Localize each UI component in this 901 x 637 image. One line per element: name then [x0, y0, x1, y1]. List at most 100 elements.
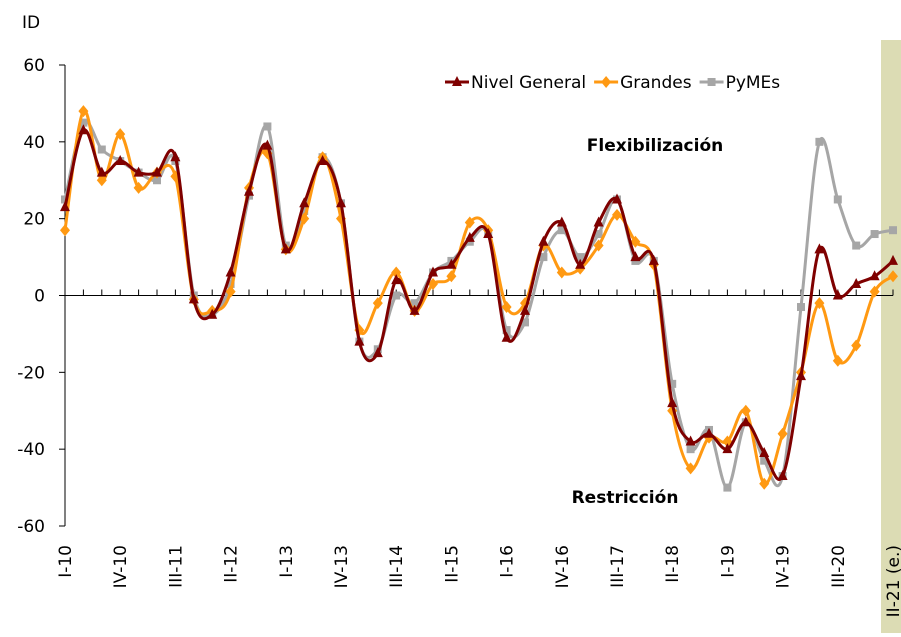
- series-line: [63, 128, 894, 481]
- marker: [391, 274, 402, 285]
- marker: [263, 122, 272, 131]
- marker: [392, 291, 401, 300]
- marker: [575, 258, 586, 269]
- marker: [851, 277, 862, 288]
- marker: [96, 166, 107, 177]
- estimate-band: [881, 40, 901, 633]
- marker: [759, 477, 770, 490]
- marker: [391, 266, 402, 279]
- y-tick-label: -20: [17, 363, 45, 383]
- marker: [244, 185, 254, 196]
- y-tick-label: -40: [17, 440, 45, 460]
- series-line: [63, 119, 894, 490]
- marker: [78, 105, 89, 118]
- x-tick-label: IV-13: [332, 545, 352, 588]
- marker: [262, 139, 273, 150]
- marker: [612, 193, 622, 204]
- marker: [777, 427, 788, 440]
- marker: [372, 347, 383, 358]
- marker: [464, 231, 475, 242]
- marker: [594, 230, 603, 239]
- marker: [520, 304, 530, 315]
- marker: [814, 243, 825, 254]
- marker: [115, 155, 126, 166]
- marker: [115, 128, 126, 141]
- x-tick-label: III-11: [166, 545, 186, 588]
- marker: [133, 166, 144, 177]
- marker: [188, 293, 199, 304]
- marker: [354, 335, 365, 346]
- marker: [686, 445, 695, 454]
- marker: [593, 239, 604, 252]
- marker: [869, 270, 880, 281]
- marker: [723, 483, 732, 492]
- marker: [78, 124, 89, 135]
- x-tick-label: IV-16: [553, 545, 573, 588]
- marker: [97, 145, 106, 154]
- legend-label: Grandes: [620, 73, 692, 93]
- marker: [833, 195, 842, 204]
- marker: [888, 270, 898, 283]
- marker: [556, 216, 567, 227]
- x-tick-label: IV-10: [111, 545, 131, 588]
- x-tick-label: III-17: [608, 545, 628, 588]
- marker: [317, 155, 328, 166]
- marker: [501, 331, 512, 342]
- marker: [464, 216, 475, 229]
- marker: [852, 241, 861, 250]
- marker: [576, 253, 585, 262]
- x-tick-label: III-14: [387, 545, 407, 588]
- marker: [888, 254, 898, 265]
- annotation: Flexibilización: [587, 136, 723, 156]
- marker: [280, 243, 291, 254]
- marker: [601, 76, 612, 88]
- marker: [153, 176, 161, 185]
- marker: [428, 277, 438, 290]
- x-tick-label: IV-19: [774, 545, 794, 588]
- marker: [740, 404, 751, 417]
- legend-label: Nivel General: [471, 73, 586, 93]
- marker: [96, 174, 107, 187]
- marker: [685, 435, 696, 446]
- marker: [501, 301, 512, 314]
- marker: [483, 228, 494, 239]
- y-tick-label: 60: [23, 56, 45, 76]
- marker: [630, 235, 641, 248]
- marker: [889, 226, 897, 235]
- y-tick-label: 40: [23, 133, 45, 153]
- marker: [60, 224, 70, 237]
- marker: [648, 254, 659, 265]
- marker: [428, 266, 438, 277]
- x-tick-label: I-10: [56, 545, 76, 578]
- marker: [685, 462, 696, 475]
- marker: [372, 297, 383, 310]
- marker: [851, 339, 862, 352]
- marker: [777, 470, 788, 481]
- x-tick-label: II-18: [663, 545, 683, 583]
- marker: [299, 197, 310, 208]
- marker: [869, 285, 880, 298]
- marker: [722, 443, 733, 454]
- marker: [409, 304, 420, 315]
- marker: [225, 266, 236, 277]
- marker: [630, 251, 641, 262]
- marker: [814, 297, 825, 310]
- marker: [336, 197, 346, 208]
- marker: [446, 258, 457, 269]
- annotation: Restricción: [572, 488, 679, 508]
- marker: [446, 270, 457, 283]
- marker: [832, 289, 843, 300]
- y-tick-label: -60: [17, 517, 45, 537]
- marker: [133, 181, 144, 194]
- marker: [452, 76, 462, 86]
- marker: [667, 397, 678, 408]
- marker: [593, 216, 604, 227]
- x-tick-label: III-20: [829, 545, 849, 588]
- marker: [612, 208, 622, 221]
- y-axis-label: ID: [22, 13, 40, 33]
- y-tick-label: 0: [34, 287, 45, 307]
- marker: [797, 303, 805, 312]
- marker: [538, 235, 549, 246]
- x-tick-label: II-15: [442, 545, 462, 583]
